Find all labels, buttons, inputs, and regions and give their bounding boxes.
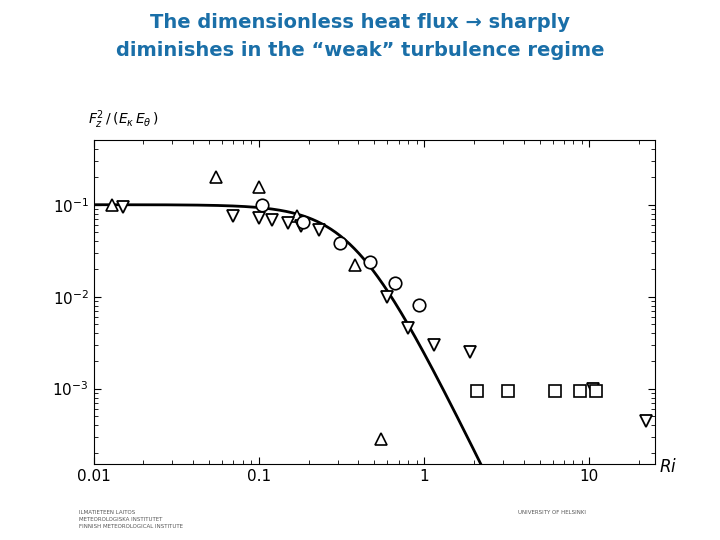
Text: diminishes in the “weak” turbulence regime: diminishes in the “weak” turbulence regi… [116, 40, 604, 59]
Text: $Ri$: $Ri$ [659, 458, 677, 476]
Text: UNIVERSITY OF HELSINKI: UNIVERSITY OF HELSINKI [518, 510, 586, 515]
Text: The dimensionless heat flux → sharply: The dimensionless heat flux → sharply [150, 14, 570, 32]
Text: $F_z^2\,/\,(E_{\kappa}\,E_{\theta}\,)$: $F_z^2\,/\,(E_{\kappa}\,E_{\theta}\,)$ [88, 108, 159, 131]
Text: ILMATIETEEN LAITOS
METEOROLOGISKA INSTITUTET
FINNISH METEOROLOGICAL INSTITUTE: ILMATIETEEN LAITOS METEOROLOGISKA INSTIT… [79, 510, 183, 529]
